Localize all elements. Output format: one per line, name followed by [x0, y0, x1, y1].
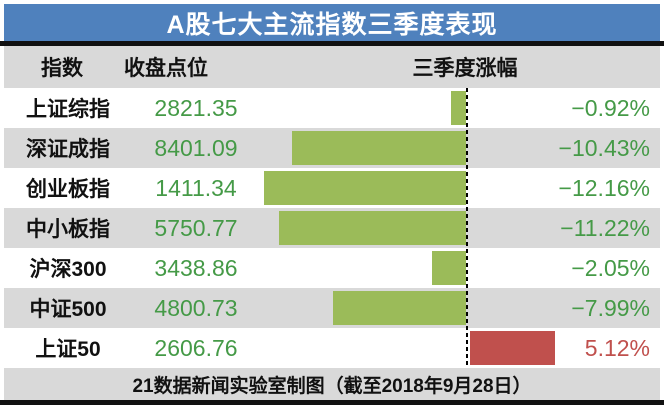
- bottom-divider: [0, 400, 664, 405]
- close-value: 5750.77: [154, 214, 238, 241]
- column-header-index: 指数: [41, 57, 83, 80]
- top-divider: [0, 41, 664, 46]
- change-bar: [279, 211, 466, 245]
- close-value: 2606.76: [154, 334, 238, 361]
- zero-baseline-dashed: [466, 88, 468, 368]
- index-name: 深证成指: [26, 138, 110, 161]
- page-title: A股七大主流指数三季度表现: [166, 10, 498, 39]
- index-name: 上证综指: [26, 98, 110, 121]
- table-row: 上证50 2606.76 5.12%: [4, 328, 660, 368]
- table-row: 上证综指 2821.35 −0.92%: [4, 88, 660, 128]
- index-name: 创业板指: [26, 178, 110, 201]
- index-name: 上证50: [35, 338, 101, 361]
- close-value: 8401.09: [154, 134, 238, 161]
- close-value: 1411.34: [155, 174, 237, 201]
- column-header-close: 收盘点位: [124, 57, 208, 80]
- table-row: 中小板指 5750.77 −11.22%: [4, 208, 660, 248]
- change-bar: [470, 331, 555, 365]
- table-header-row: 指数 收盘点位 三季度涨幅: [4, 46, 660, 88]
- close-value: 4800.73: [154, 294, 238, 321]
- change-value: −12.16%: [558, 174, 650, 201]
- index-name: 中小板指: [26, 218, 110, 241]
- footer-credit: 21数据新闻实验室制图（截至2018年9月28日）: [132, 375, 532, 397]
- change-bar: [432, 251, 466, 285]
- table-row: 深证成指 8401.09 −10.43%: [4, 128, 660, 168]
- change-value: 5.12%: [584, 334, 650, 361]
- table-row: 沪深300 3438.86 −2.05%: [4, 248, 660, 288]
- change-value: −0.92%: [571, 94, 650, 121]
- change-value: −11.22%: [560, 214, 650, 241]
- footer-bar: 21数据新闻实验室制图（截至2018年9月28日）: [4, 368, 660, 400]
- table-row: 创业板指 1411.34 −12.16%: [4, 168, 660, 208]
- close-value: 3438.86: [154, 254, 238, 281]
- change-bar: [451, 91, 466, 125]
- title-bar: A股七大主流指数三季度表现: [4, 4, 660, 41]
- change-value: −7.99%: [571, 294, 650, 321]
- table-body: 上证综指 2821.35 −0.92% 深证成指 8401.09 −10.43%…: [4, 88, 660, 368]
- index-name: 中证500: [29, 298, 107, 321]
- index-name: 沪深300: [29, 258, 107, 281]
- column-header-change: 三季度涨幅: [412, 57, 518, 80]
- close-value: 2821.35: [154, 94, 238, 121]
- table-row: 中证500 4800.73 −7.99%: [4, 288, 660, 328]
- change-value: −2.05%: [571, 254, 650, 281]
- change-bar: [292, 131, 466, 165]
- change-value: −10.43%: [558, 134, 650, 161]
- change-bar: [333, 291, 466, 325]
- change-bar: [264, 171, 466, 205]
